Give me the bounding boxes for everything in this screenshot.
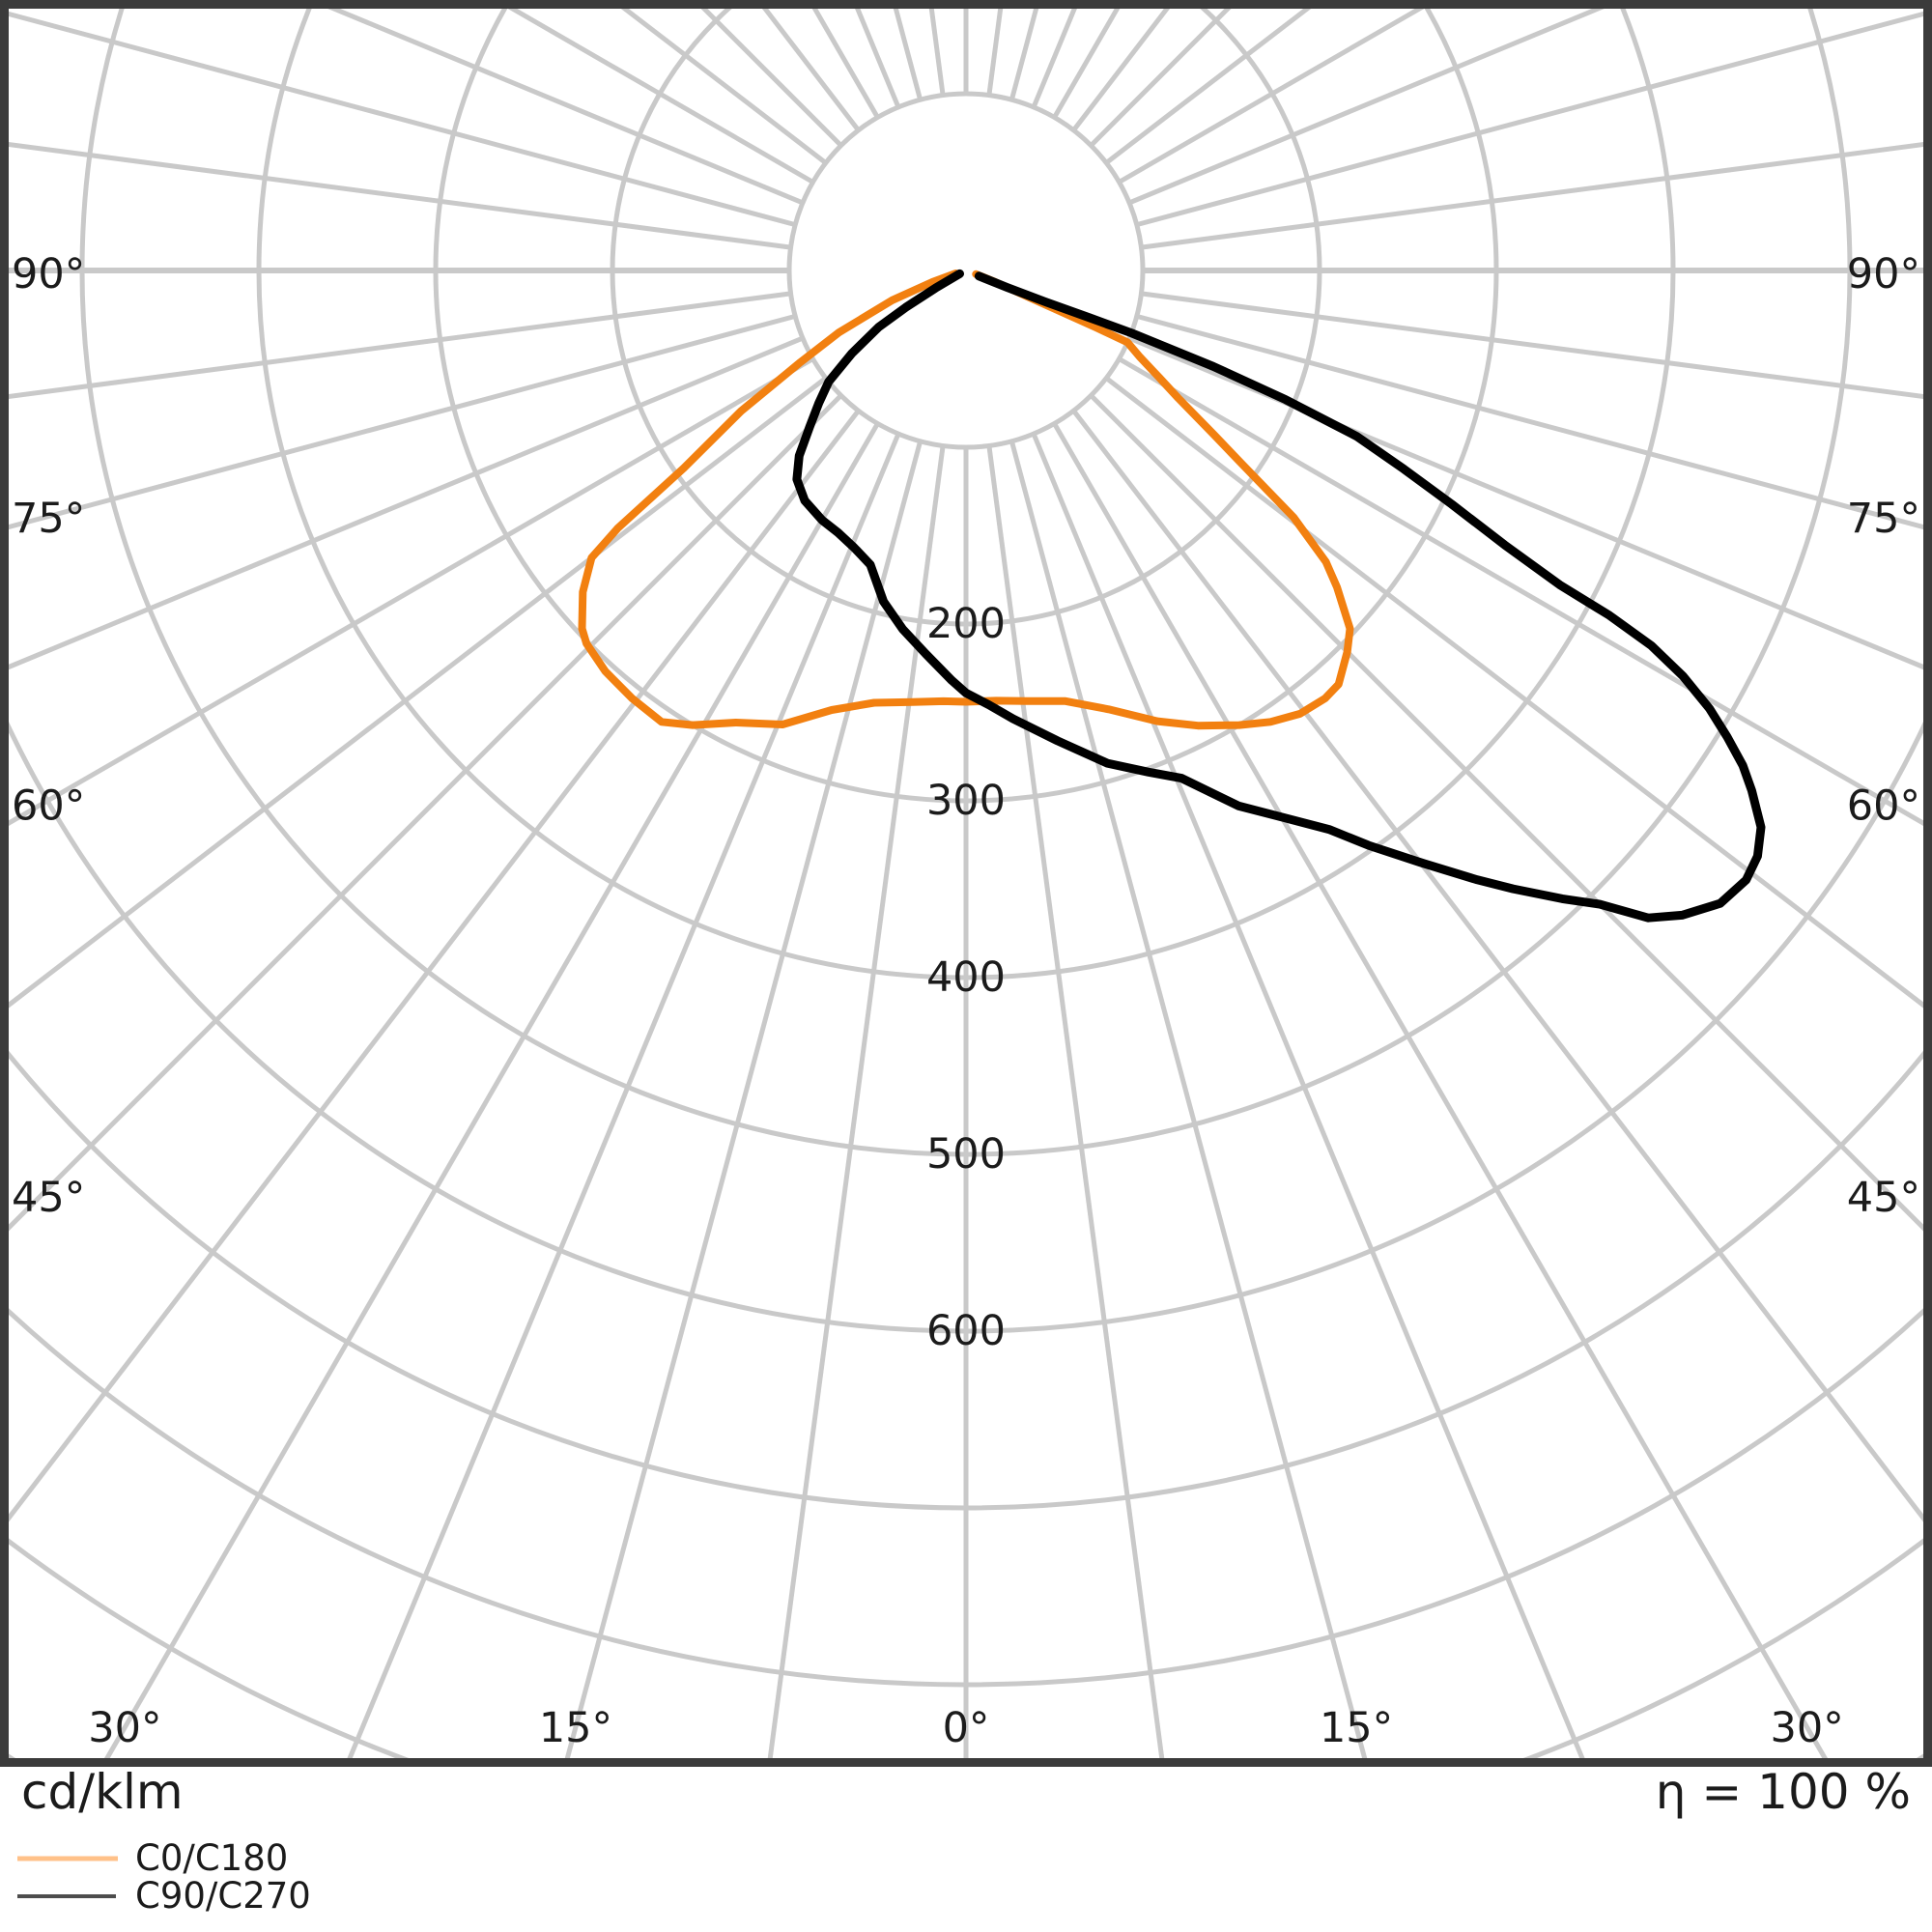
grid-spoke--45	[9, 393, 843, 1232]
grid-spoke--15	[564, 440, 923, 1758]
grid-spoke-105	[1136, 11, 1923, 228]
grid-spoke--52.5	[9, 376, 828, 1009]
curve-c90-c270	[792, 269, 1766, 923]
grid-spoke-82.5	[1141, 291, 1923, 399]
legend: C0/C180 C90/C270	[17, 1837, 311, 1917]
grid-ring-100	[786, 91, 1146, 450]
angle-label-right-60°: 60°	[1847, 781, 1920, 830]
angle-label-left-60°: 60°	[12, 781, 85, 830]
grid-spoke-112.5	[1128, 9, 1605, 206]
grid-spoke--127.5	[620, 9, 828, 165]
grid-spoke--37.5	[9, 409, 861, 1522]
curve-c0-c180	[578, 270, 1354, 730]
grid-spoke-45	[1089, 393, 1923, 1232]
grid-spoke--105	[9, 11, 796, 228]
radial-tick-400: 400	[926, 953, 1006, 1002]
angle-label-right-45°: 45°	[1847, 1174, 1920, 1222]
grid-spoke-127.5	[1104, 9, 1312, 165]
grid-spoke--67.5	[9, 335, 804, 670]
grid-spoke-15	[1009, 440, 1368, 1758]
grid-spoke-165	[1009, 9, 1039, 100]
angle-label-left-90°: 90°	[12, 250, 85, 298]
radial-tick-labels: 200 300 400 500 600	[926, 600, 1006, 1355]
angle-label-bottom-1: 15°	[539, 1704, 612, 1752]
grid-spoke--82.5	[9, 291, 791, 399]
angle-label-left-75°: 75°	[12, 495, 85, 543]
grid-spoke-142.5	[1071, 9, 1171, 132]
grid-spoke--60	[9, 356, 814, 827]
grid-spoke-37.5	[1071, 409, 1923, 1522]
grid-spoke-67.5	[1128, 335, 1923, 670]
grid-spoke--22.5	[347, 433, 901, 1758]
radial-tick-300: 300	[926, 777, 1006, 825]
grid-spoke-97.5	[1141, 142, 1923, 250]
grid-spoke-60	[1118, 356, 1923, 827]
grid-spoke--30	[103, 422, 880, 1758]
grid-spoke-75	[1136, 313, 1923, 530]
grid-spoke--7.5	[767, 445, 946, 1758]
angle-label-right-90°: 90°	[1847, 250, 1920, 298]
legend-label-c0-c180: C0/C180	[135, 1837, 288, 1879]
radial-tick-500: 500	[926, 1130, 1006, 1179]
grid-spoke--142.5	[761, 9, 861, 132]
intensity-curves	[578, 269, 1766, 923]
angle-tick-labels: 90° 90° 75° 75° 60° 60° 45° 45° 30° 15° 0° 15° 30°	[12, 250, 1920, 1752]
angle-label-bottom-2: 0°	[943, 1704, 990, 1752]
grid-spoke-52.5	[1104, 376, 1923, 1009]
grid-spoke-157.5	[1031, 9, 1077, 108]
units-label: cd/klm	[21, 1764, 184, 1820]
grid-spoke-22.5	[1031, 433, 1585, 1758]
angle-label-left-45°: 45°	[12, 1174, 85, 1222]
efficiency-label: η = 100 %	[1656, 1764, 1911, 1820]
angle-label-right-75°: 75°	[1847, 495, 1920, 543]
grid-spoke--97.5	[9, 142, 791, 250]
angle-label-bottom-3: 15°	[1320, 1704, 1393, 1752]
plot-border	[0, 0, 1932, 1767]
legend-label-c90-c270: C90/C270	[135, 1875, 311, 1917]
radial-tick-600: 600	[926, 1307, 1006, 1355]
angle-label-bottom-0: 30°	[88, 1704, 161, 1752]
grid-spoke--75	[9, 313, 796, 530]
grid-spoke--157.5	[855, 9, 901, 108]
grid-spoke--112.5	[327, 9, 804, 206]
radial-tick-200: 200	[926, 600, 1006, 648]
grid-spoke--165	[893, 9, 923, 100]
grid-spoke-30	[1052, 422, 1829, 1758]
grid-spoke-7.5	[986, 445, 1165, 1758]
angle-label-bottom-4: 30°	[1771, 1704, 1844, 1752]
